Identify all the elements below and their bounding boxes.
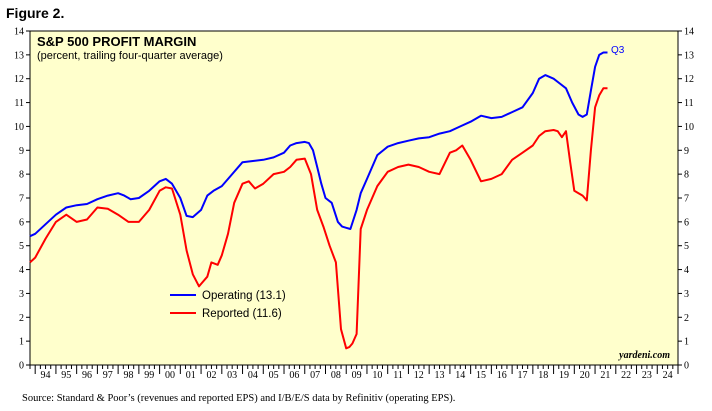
x-tick-label: 12: [414, 370, 424, 381]
y-tick-label-left: 7: [19, 194, 24, 205]
x-tick-label: 03: [227, 370, 237, 381]
credit-label: yardeni.com: [618, 350, 670, 361]
y-tick-label-left: 8: [19, 170, 24, 181]
y-tick-label-right: 3: [684, 289, 689, 300]
x-tick-label: 02: [206, 370, 216, 381]
x-tick-label: 07: [310, 370, 320, 381]
legend: Operating (13.1) Reported (11.6): [170, 290, 286, 320]
y-tick-label-left: 4: [19, 265, 24, 276]
y-tick-label-right: 2: [684, 313, 689, 324]
x-tick-label: 17: [517, 370, 527, 381]
y-tick-label-right: 14: [684, 27, 694, 38]
chart-title: S&P 500 PROFIT MARGIN: [37, 34, 196, 49]
y-tick-label-right: 1: [684, 337, 689, 348]
x-tick-label: 23: [642, 370, 652, 381]
y-tick-label-left: 10: [14, 122, 24, 133]
x-tick-label: 05: [269, 370, 279, 381]
legend-label-operating: Operating (13.1): [202, 290, 286, 302]
x-tick-label: 94: [41, 370, 51, 381]
source-note: Source: Standard & Poor’s (revenues and …: [22, 393, 456, 404]
x-tick-label: 24: [663, 370, 673, 381]
x-tick-label: 08: [331, 370, 341, 381]
y-tick-label-right: 12: [684, 74, 694, 85]
y-tick-label-right: 11: [684, 98, 694, 109]
x-tick-label: 09: [352, 370, 362, 381]
legend-label-reported: Reported (11.6): [202, 308, 282, 320]
x-tick-label: 15: [476, 370, 486, 381]
x-tick-label: 16: [497, 370, 507, 381]
y-tick-label-right: 0: [684, 361, 689, 372]
y-tick-label-right: 7: [684, 194, 689, 205]
x-tick-label: 14: [455, 370, 465, 381]
y-tick-label-right: 8: [684, 170, 689, 181]
x-tick-label: 19: [559, 370, 569, 381]
x-tick-label: 95: [61, 370, 71, 381]
y-tick-label-right: 4: [684, 265, 689, 276]
series-line-reported: [29, 87, 608, 350]
x-tick-label: 21: [600, 370, 610, 381]
x-tick-label: 20: [580, 370, 590, 381]
x-tick-label: 06: [289, 370, 299, 381]
x-tick-label: 97: [103, 370, 113, 381]
y-tick-label-left: 9: [19, 146, 24, 157]
y-tick-label-left: 2: [19, 313, 24, 324]
y-tick-label-left: 13: [14, 50, 24, 61]
y-tick-label-left: 14: [14, 27, 24, 38]
x-tick-label: 22: [621, 370, 631, 381]
annotation-q3: Q3: [611, 45, 625, 56]
x-tick-label: 18: [538, 370, 548, 381]
x-tick-label: 00: [165, 370, 175, 381]
y-tick-label-left: 5: [19, 241, 24, 252]
y-tick-label-right: 10: [684, 122, 694, 133]
y-tick-label-left: 6: [19, 217, 24, 228]
y-tick-label-left: 0: [19, 361, 24, 372]
y-tick-label-left: 3: [19, 289, 24, 300]
x-tick-label: 98: [123, 370, 133, 381]
y-tick-label-right: 9: [684, 146, 689, 157]
y-tick-label-right: 13: [684, 50, 694, 61]
y-tick-label-right: 5: [684, 241, 689, 252]
y-tick-label-right: 6: [684, 217, 689, 228]
x-tick-label: 10: [372, 370, 382, 381]
x-tick-label: 01: [186, 370, 196, 381]
y-tick-label-left: 12: [14, 74, 24, 85]
series-line-operating: [29, 51, 608, 238]
chart-subtitle: (percent, trailing four-quarter average): [37, 50, 223, 62]
x-tick-label: 96: [82, 370, 92, 381]
y-tick-label-left: 11: [14, 98, 24, 109]
x-tick-label: 11: [393, 370, 403, 381]
x-tick-label: 99: [144, 370, 154, 381]
series-layer: [29, 51, 608, 350]
figure-label: Figure 2.: [6, 5, 65, 21]
x-tick-label: 04: [248, 370, 258, 381]
y-tick-label-left: 1: [19, 337, 24, 348]
x-tick-label: 13: [435, 370, 445, 381]
